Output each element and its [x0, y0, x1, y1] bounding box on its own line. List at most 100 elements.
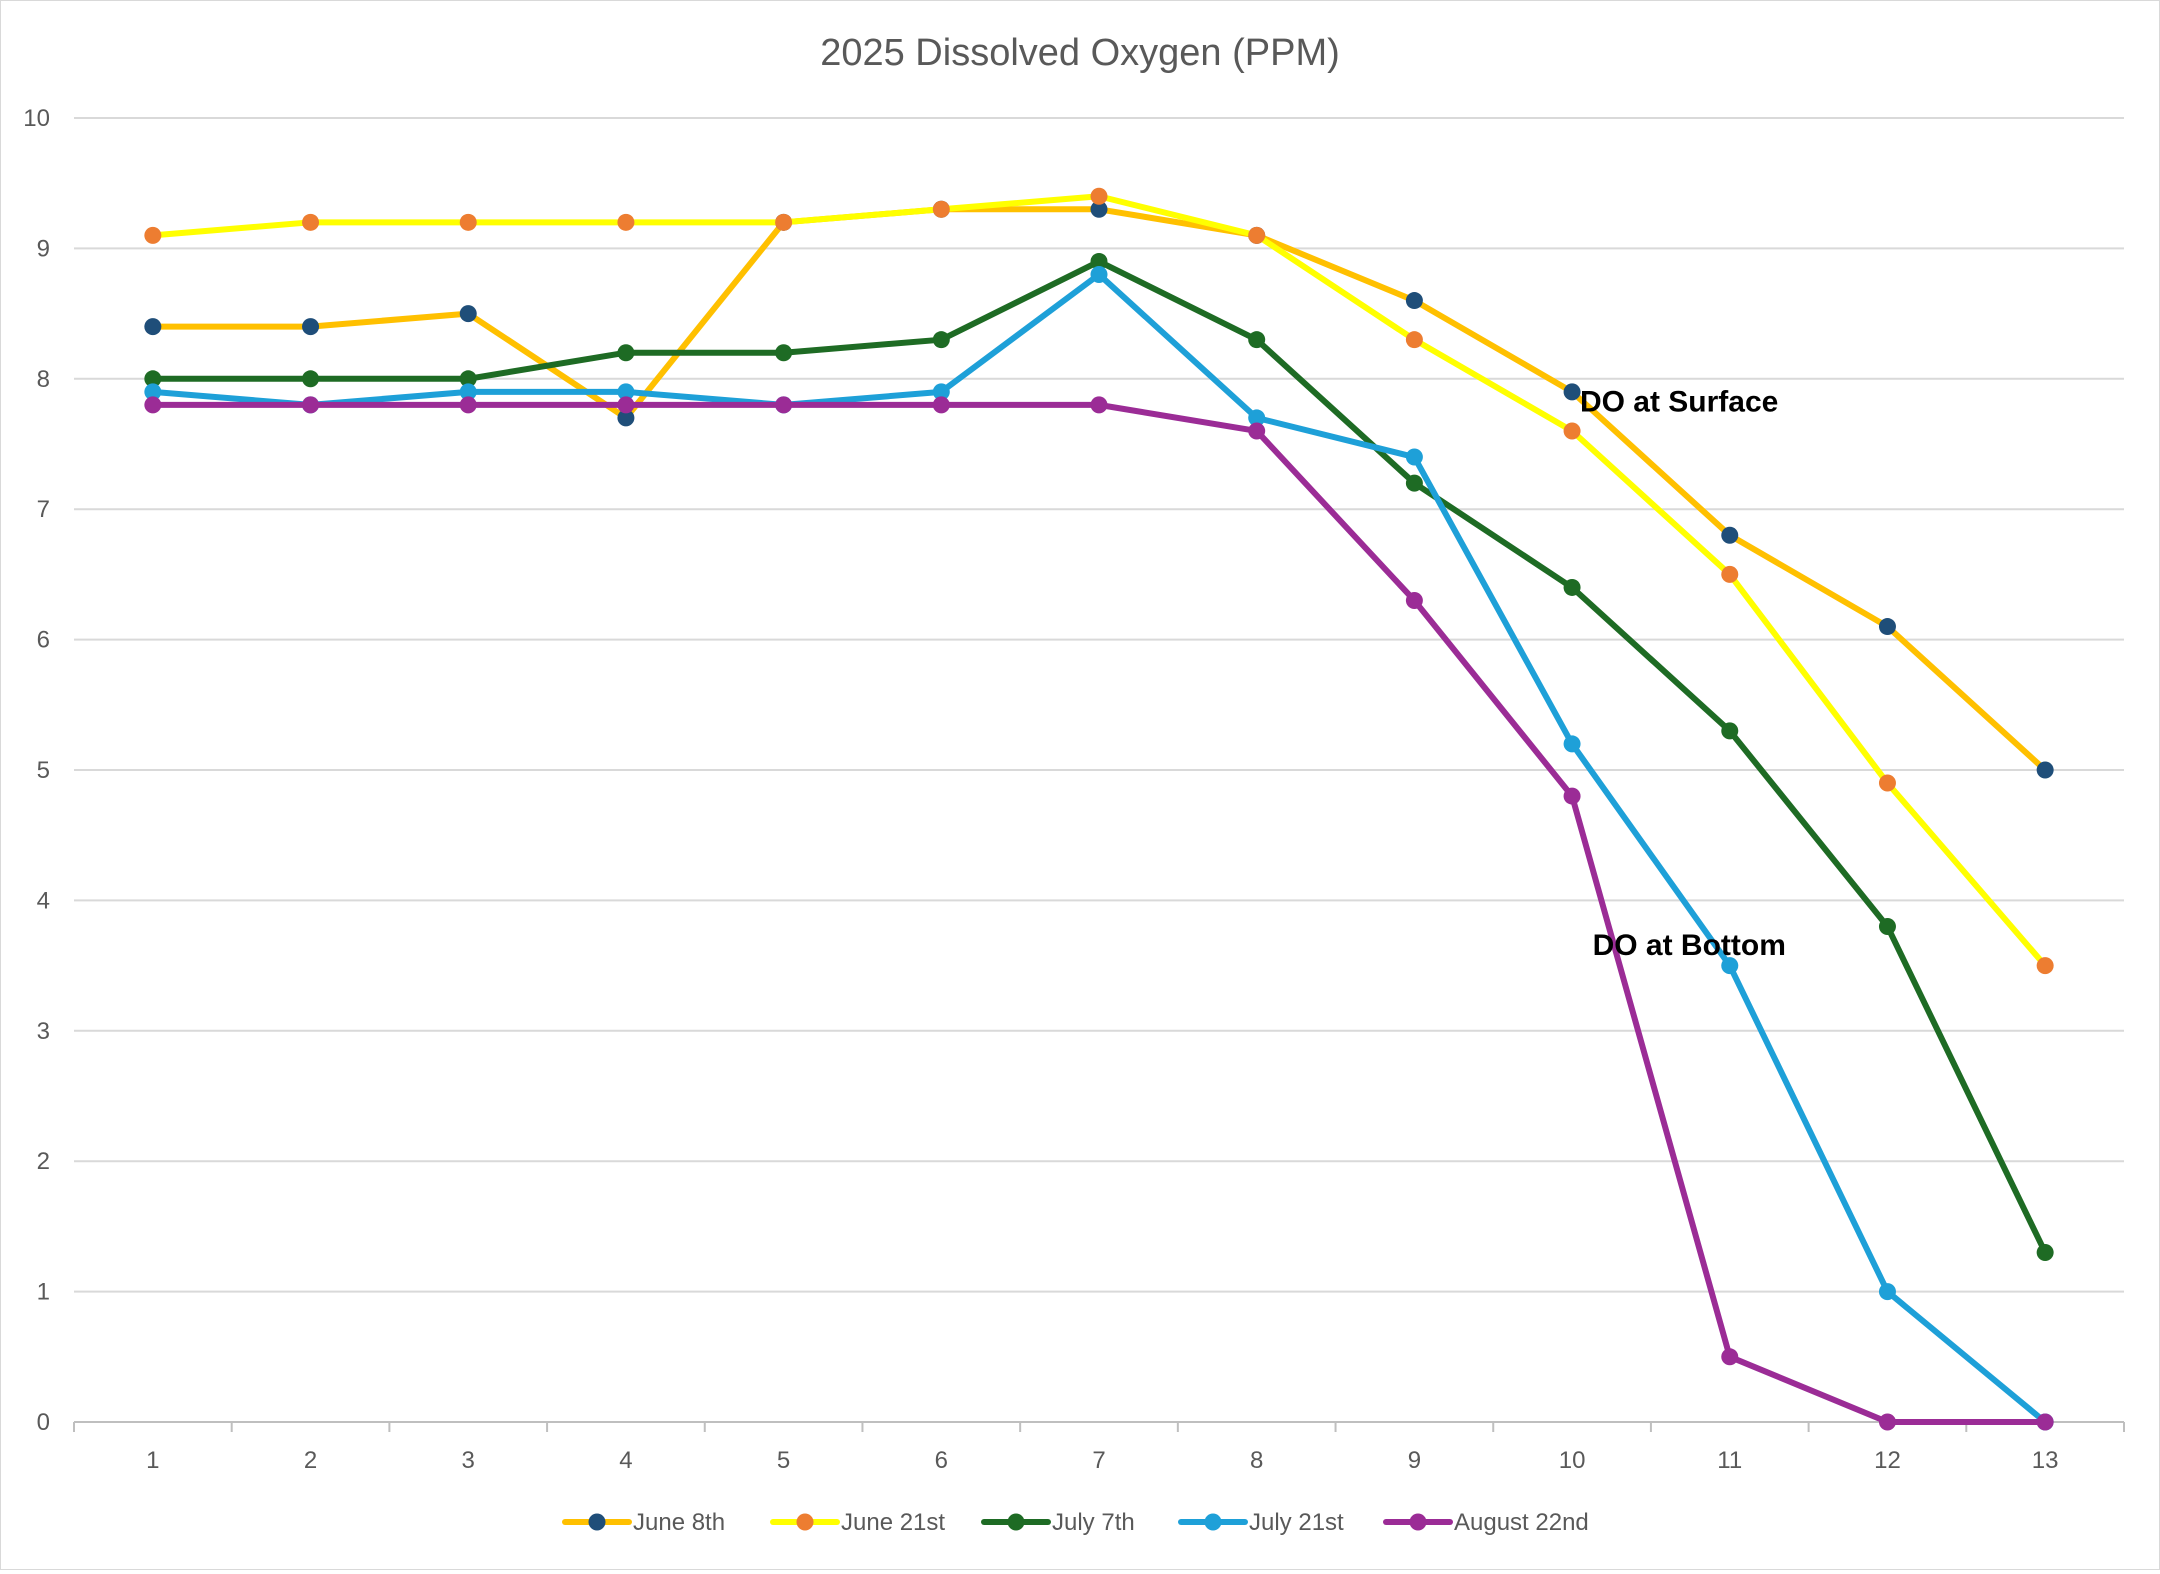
- data-point: [459, 305, 477, 323]
- legend-swatch-marker: [796, 1513, 814, 1531]
- x-tick-label: 9: [1408, 1447, 1421, 1474]
- data-point: [1090, 265, 1108, 283]
- data-point: [1721, 565, 1739, 583]
- legend-label: July 21st: [1249, 1509, 1344, 1536]
- legend-label: August 22nd: [1454, 1509, 1589, 1536]
- data-point: [1878, 618, 1896, 636]
- data-point: [302, 213, 320, 231]
- data-point: [144, 226, 162, 244]
- data-point: [1878, 1283, 1896, 1301]
- y-tick-label: 1: [37, 1279, 50, 1306]
- data-point: [302, 318, 320, 336]
- data-point: [1563, 422, 1581, 440]
- x-tick-label: 12: [1874, 1447, 1901, 1474]
- x-tick-label: 13: [2032, 1447, 2059, 1474]
- legend-item: August 22nd: [1383, 1509, 1589, 1536]
- data-point: [302, 370, 320, 388]
- data-point: [459, 383, 477, 401]
- data-point: [932, 331, 950, 349]
- data-point: [1405, 448, 1423, 466]
- legend-swatch-marker: [1409, 1513, 1427, 1531]
- data-point: [775, 213, 793, 231]
- data-point: [1563, 578, 1581, 596]
- series-2: [144, 252, 2054, 1261]
- series-line: [149, 206, 2049, 773]
- data-point: [1405, 591, 1423, 609]
- y-tick-label: 3: [37, 1018, 50, 1045]
- legend-swatch-marker: [1007, 1513, 1025, 1531]
- data-point: [1563, 787, 1581, 805]
- x-tick-label: 10: [1559, 1447, 1586, 1474]
- data-point: [1721, 722, 1739, 740]
- data-point: [775, 344, 793, 362]
- data-point: [302, 396, 320, 414]
- data-point: [1090, 187, 1108, 205]
- data-point: [1721, 1348, 1739, 1366]
- data-point: [144, 383, 162, 401]
- series-0: [144, 200, 2054, 779]
- x-tick-label: 5: [777, 1447, 790, 1474]
- legend-label: June 8th: [633, 1509, 725, 1536]
- series-3: [144, 265, 2054, 1431]
- legend-label: July 7th: [1052, 1509, 1135, 1536]
- x-tick-label: 1: [146, 1447, 159, 1474]
- data-point: [1405, 292, 1423, 310]
- data-point: [144, 396, 162, 414]
- legend-item: June 21st: [770, 1509, 945, 1536]
- data-point: [1721, 526, 1739, 544]
- y-tick-label: 6: [37, 627, 50, 654]
- x-tick-label: 4: [619, 1447, 632, 1474]
- series-lines: [144, 187, 2054, 1431]
- data-point: [1248, 331, 1266, 349]
- y-tick-label: 7: [37, 496, 50, 523]
- data-point: [459, 396, 477, 414]
- series-line: [149, 401, 2049, 1425]
- data-point: [1878, 774, 1896, 792]
- y-tick-label: 5: [37, 757, 50, 784]
- x-tick-label: 3: [462, 1447, 475, 1474]
- data-point: [775, 396, 793, 414]
- data-point: [1405, 331, 1423, 349]
- data-point: [2036, 957, 2054, 975]
- data-point: [1090, 200, 1108, 218]
- chart-title: 2025 Dissolved Oxygen (PPM): [820, 32, 1340, 74]
- x-tick-label: 7: [1092, 1447, 1105, 1474]
- x-tick-label: 8: [1250, 1447, 1263, 1474]
- data-point: [1878, 1413, 1896, 1431]
- data-point: [932, 383, 950, 401]
- series-line: [149, 271, 2049, 1425]
- data-point: [1248, 422, 1266, 440]
- y-tick-label: 2: [37, 1148, 50, 1175]
- series-1: [144, 187, 2054, 975]
- series-line: [149, 193, 2049, 969]
- data-point: [617, 213, 635, 231]
- y-tick-label: 0: [37, 1409, 50, 1436]
- legend-swatch-marker: [588, 1513, 606, 1531]
- series-4: [144, 396, 2054, 1431]
- data-point: [1248, 226, 1266, 244]
- annotations: DO at Surface DO at Bottom: [1580, 385, 1786, 962]
- legend-item: July 7th: [981, 1509, 1135, 1536]
- data-point: [1090, 396, 1108, 414]
- data-point: [459, 370, 477, 388]
- data-point: [459, 213, 477, 231]
- data-point: [2036, 1243, 2054, 1261]
- annotation-label: DO at Bottom: [1593, 929, 1786, 962]
- data-point: [617, 396, 635, 414]
- x-tick-label: 6: [935, 1447, 948, 1474]
- data-point: [1721, 957, 1739, 975]
- legend-item: July 21st: [1178, 1509, 1344, 1536]
- x-tick-label: 2: [304, 1447, 317, 1474]
- legend-label: June 21st: [841, 1509, 945, 1536]
- data-point: [617, 383, 635, 401]
- legend-item: June 8th: [562, 1509, 725, 1536]
- data-point: [144, 318, 162, 336]
- data-point: [617, 344, 635, 362]
- legend-swatch-marker: [1204, 1513, 1222, 1531]
- data-point: [1090, 252, 1108, 270]
- annotation-label: DO at Surface: [1580, 385, 1778, 418]
- data-point: [932, 396, 950, 414]
